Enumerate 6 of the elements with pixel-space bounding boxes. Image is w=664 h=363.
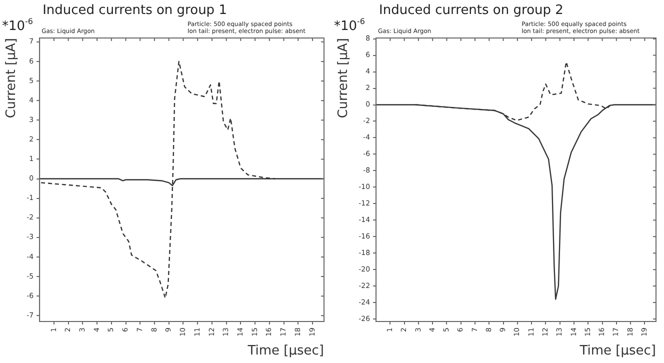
chart-title: Induced currents on group 2 [379, 3, 564, 18]
chart-title: Induced currents on group 1 [42, 3, 227, 18]
x-axis-title: Time [μsec] [578, 344, 656, 359]
x-axis-title: Time [μsec] [246, 344, 324, 359]
y-axis-title: Current [μA] [4, 38, 20, 118]
y-axis-title: Current [μA] [336, 38, 352, 118]
